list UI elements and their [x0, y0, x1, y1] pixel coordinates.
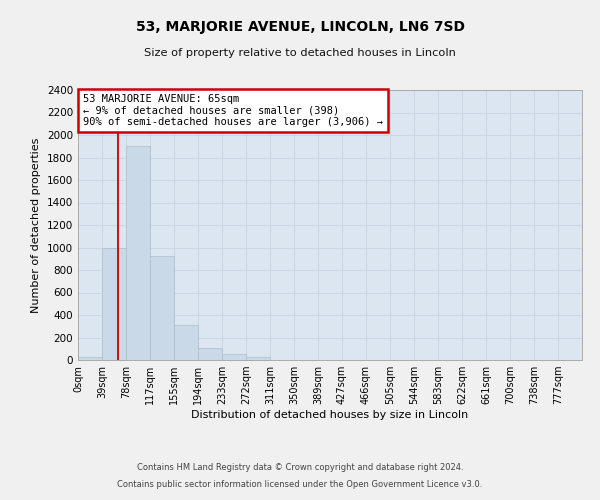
Bar: [126, 146, 150, 360]
Bar: [246, 356, 270, 360]
Text: 53 MARJORIE AVENUE: 65sqm
← 9% of detached houses are smaller (398)
90% of semi-: 53 MARJORIE AVENUE: 65sqm ← 9% of detach…: [83, 94, 383, 127]
Bar: [198, 348, 222, 360]
Y-axis label: Number of detached properties: Number of detached properties: [31, 138, 41, 312]
Text: Contains HM Land Registry data © Crown copyright and database right 2024.: Contains HM Land Registry data © Crown c…: [137, 464, 463, 472]
Text: 53, MARJORIE AVENUE, LINCOLN, LN6 7SD: 53, MARJORIE AVENUE, LINCOLN, LN6 7SD: [136, 20, 464, 34]
Text: Contains public sector information licensed under the Open Government Licence v3: Contains public sector information licen…: [118, 480, 482, 489]
X-axis label: Distribution of detached houses by size in Lincoln: Distribution of detached houses by size …: [191, 410, 469, 420]
Bar: [222, 354, 246, 360]
Text: Size of property relative to detached houses in Lincoln: Size of property relative to detached ho…: [144, 48, 456, 58]
Bar: [150, 256, 174, 360]
Bar: [174, 325, 198, 360]
Bar: [78, 357, 102, 360]
Bar: [102, 248, 126, 360]
